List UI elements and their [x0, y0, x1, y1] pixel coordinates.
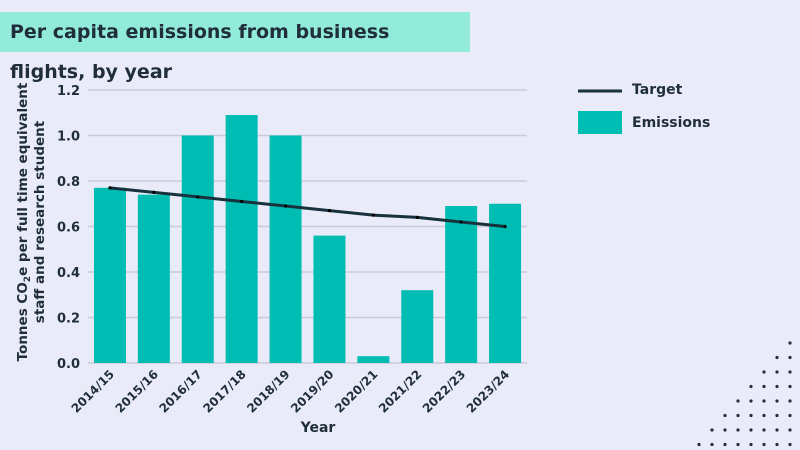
target-point — [371, 213, 375, 217]
decorative-dots — [697, 341, 792, 447]
x-tick-label: 2021/22 — [376, 367, 424, 415]
legend: Target Emissions — [578, 82, 710, 134]
legend-emissions-label: Emissions — [632, 115, 710, 131]
target-point — [459, 220, 463, 224]
y-tick-label: 0.4 — [57, 266, 80, 281]
bar-2022/23 — [445, 206, 478, 363]
target-point — [327, 208, 332, 213]
x-tick-label: 2017/18 — [200, 367, 248, 415]
target-point — [283, 204, 288, 208]
x-tick-label: 2016/17 — [156, 367, 204, 415]
target-point — [503, 224, 507, 229]
y-axis-label: Tonnes CO2e per full time equivalent sta… — [15, 82, 48, 361]
target-point — [152, 190, 156, 194]
bar-2018/19 — [269, 135, 302, 363]
legend-target-label: Target — [632, 82, 683, 98]
bar-2023/24 — [489, 203, 522, 363]
bar-2020/21 — [357, 356, 390, 363]
y-tick-label: 0.0 — [57, 357, 80, 372]
target-point — [240, 199, 244, 204]
bar-2016/17 — [181, 135, 214, 363]
x-tick-label: 2022/23 — [420, 367, 468, 415]
bar-2017/18 — [225, 115, 258, 364]
bar-2015/16 — [137, 194, 170, 363]
chart-title: Per capita emissions from business fligh… — [0, 12, 470, 83]
y-tick-label: 1.2 — [57, 84, 80, 99]
x-tick-label: 2023/24 — [464, 367, 512, 415]
bar-2019/20 — [313, 235, 346, 363]
x-tick-label: 2015/16 — [113, 367, 161, 415]
y-tick-label: 0.2 — [57, 312, 80, 327]
target-point — [196, 195, 200, 199]
legend-emissions-swatch — [578, 111, 622, 134]
svg-text:Tonnes CO2e per full time equi: Tonnes CO2e per full time equivalent — [15, 82, 33, 361]
svg-text:staff and research student: staff and research student — [32, 120, 48, 323]
y-tick-label: 1.0 — [57, 130, 80, 145]
x-tick-label: 2020/21 — [332, 367, 380, 415]
target-line — [109, 186, 506, 228]
y-tick-label: 0.8 — [57, 175, 80, 190]
target-point — [415, 215, 419, 219]
target-point — [108, 186, 112, 190]
y-tick-label: 0.6 — [57, 221, 80, 236]
x-tick-label: 2019/20 — [288, 367, 336, 415]
x-tick-label: 2014/15 — [69, 367, 117, 415]
bar-2014/15 — [93, 187, 126, 363]
x-axis-label: Year — [300, 420, 336, 436]
x-tick-label: 2018/19 — [244, 367, 292, 415]
bar-2021/22 — [401, 290, 434, 363]
